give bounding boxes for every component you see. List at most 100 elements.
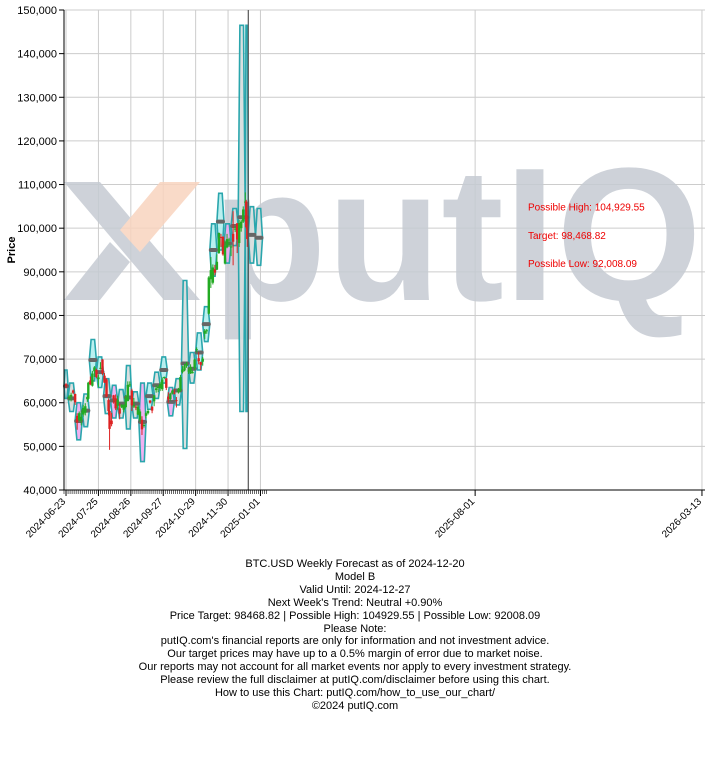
candle-body (114, 398, 117, 409)
candle-body (199, 362, 202, 365)
candle (219, 233, 223, 247)
candle-body (167, 396, 170, 400)
candle-body (64, 384, 68, 387)
candle-body (154, 388, 158, 391)
candle-body (105, 379, 108, 397)
candle-body (116, 400, 119, 406)
candle (148, 400, 152, 404)
candle-body (84, 406, 87, 413)
candle-body (130, 390, 134, 406)
candle (140, 416, 144, 436)
candle (185, 361, 188, 368)
watermark-x-stroke-b (120, 182, 200, 252)
candle (110, 412, 113, 427)
candle-body (211, 267, 215, 283)
candle-body (163, 376, 166, 378)
candle-body (77, 413, 81, 421)
candle-body (161, 379, 164, 390)
candle (203, 328, 206, 340)
caption-copyright: ©2024 putIQ.com (311, 699, 399, 712)
candle-body (122, 404, 125, 410)
candle (167, 392, 170, 403)
candle-body (197, 358, 200, 362)
candle (69, 392, 73, 402)
candle-body (185, 363, 188, 367)
candle-body (183, 366, 186, 371)
candle-body (67, 396, 71, 399)
caption-disclaimer-1: putIQ.com's financial reports are only f… (160, 635, 550, 648)
candle (199, 361, 202, 370)
caption-valid-until: Valid Until: 2024-12-27 (299, 583, 411, 596)
candle (215, 254, 219, 271)
y-tick-label: 60,000 (23, 398, 57, 410)
candle (87, 381, 90, 400)
candle (95, 368, 98, 379)
candle (71, 389, 75, 394)
candle-body (165, 378, 168, 388)
candle (77, 411, 81, 422)
candle-body (140, 419, 144, 430)
candle-body (108, 411, 111, 429)
candle (91, 370, 94, 387)
candle-body (80, 416, 83, 421)
candle-body (112, 395, 115, 399)
candle (197, 352, 200, 365)
candle (227, 237, 231, 247)
candle (73, 393, 77, 405)
caption-trend: Next Week's Trend: Neutral +0.90% (267, 596, 443, 609)
candle-body (101, 359, 104, 374)
candle (93, 366, 96, 377)
candle-body (150, 406, 154, 411)
x-tick-label: 2026-03-13 (660, 496, 704, 540)
candle (130, 388, 134, 412)
candle (108, 410, 111, 450)
candle (195, 347, 198, 353)
candle-body (91, 373, 94, 386)
candle (118, 403, 121, 420)
candle-body (132, 405, 136, 407)
candle (128, 381, 132, 388)
candle (144, 411, 148, 419)
candle (221, 236, 225, 256)
candle-body (217, 232, 221, 254)
candle-body (93, 367, 96, 372)
y-tick-label: 140,000 (17, 49, 57, 61)
candle-body (207, 277, 211, 314)
candle (142, 423, 146, 428)
candle-body (246, 227, 249, 240)
candle-body (215, 261, 219, 270)
candle-body (148, 400, 152, 403)
candle (207, 276, 211, 315)
candle-body (205, 330, 208, 332)
candle (80, 410, 83, 426)
candle-body (171, 390, 174, 394)
candle (246, 215, 249, 247)
candle (201, 356, 204, 366)
candle-body (191, 372, 194, 374)
candle-body (221, 236, 225, 255)
candle (84, 403, 87, 416)
candle (103, 373, 106, 384)
y-tick-label: 40,000 (23, 485, 57, 497)
candle-body (169, 393, 172, 400)
candle (181, 366, 184, 374)
candle-body (229, 246, 233, 248)
candle (171, 389, 174, 395)
candle (231, 211, 235, 266)
candle-body (203, 330, 206, 334)
candle (152, 395, 156, 407)
forecast-chart: putIQ 40,000 50,000 60,000 70,000 80,000 90,0… (6, 5, 705, 540)
candle-body (231, 233, 235, 242)
candle (64, 383, 68, 389)
candle (146, 409, 150, 415)
candle (235, 222, 239, 254)
chart-caption: BTC.USD Weekly Forecast as of 2024-12-20… (0, 558, 710, 713)
caption-disclaimer-4: Please review the full disclaimer at put… (160, 674, 550, 687)
candle-body (138, 411, 142, 420)
candle-body (235, 223, 239, 240)
candle (213, 264, 217, 276)
annotation-possible-high: Possible High: 104,929.55 (528, 203, 645, 214)
candle-body (118, 408, 121, 414)
caption-howto: How to use this Chart: putIQ.com/how_to_… (214, 687, 496, 700)
candle-body (227, 239, 231, 241)
